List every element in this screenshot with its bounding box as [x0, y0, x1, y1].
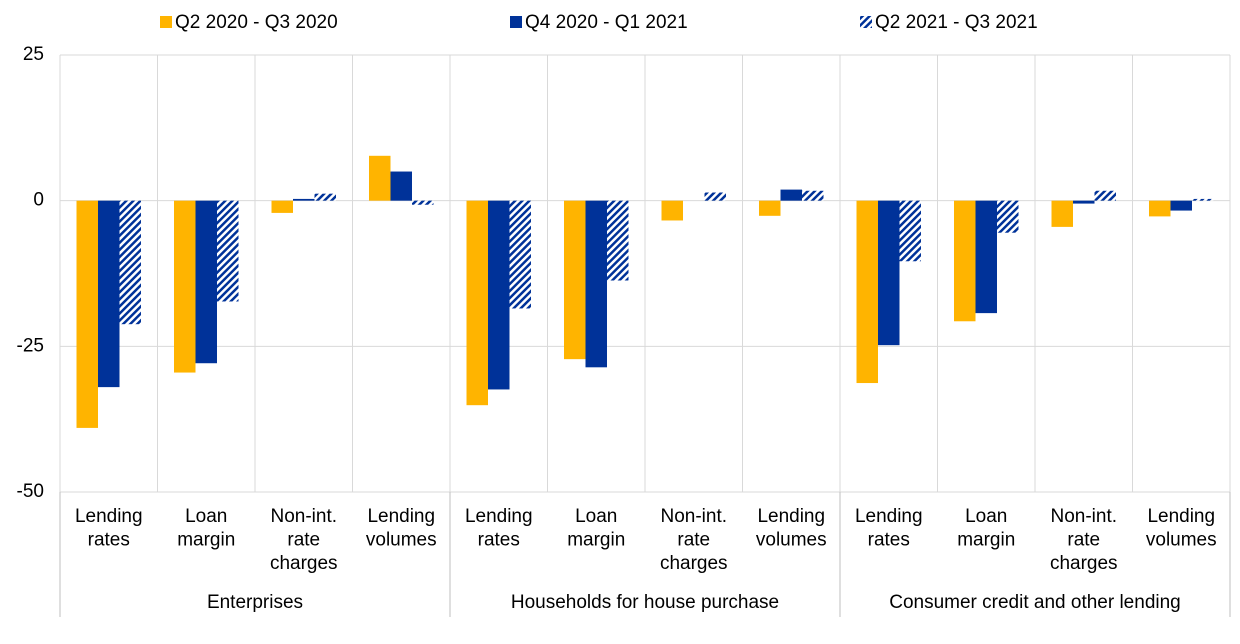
- bar: [954, 200, 976, 322]
- bar: [607, 200, 629, 281]
- y-tick-label: -50: [17, 481, 44, 502]
- y-tick-label: 0: [33, 190, 44, 211]
- bar: [759, 200, 781, 216]
- y-tick-label: -25: [17, 335, 44, 356]
- legend-label: Q4 2020 - Q1 2021: [525, 12, 688, 33]
- bar: [174, 200, 196, 373]
- bar: [488, 200, 510, 390]
- bar: [780, 189, 802, 201]
- bar: [975, 200, 997, 314]
- bar: [509, 200, 531, 309]
- bar: [369, 155, 391, 201]
- bar: [564, 200, 586, 360]
- bar: [1073, 200, 1095, 204]
- bar: [293, 198, 315, 201]
- bar: [997, 200, 1019, 233]
- x-tick-label: Lending rates: [855, 506, 923, 551]
- bar: [661, 200, 683, 221]
- bar: [856, 200, 878, 384]
- bar: [390, 171, 412, 201]
- bar: [585, 200, 607, 368]
- group-label: Consumer credit and other lending: [889, 592, 1181, 613]
- y-tick-label: 25: [23, 44, 44, 65]
- bar: [878, 200, 900, 346]
- x-tick-label: Non-int. rate charges: [1050, 506, 1118, 574]
- bar: [76, 200, 98, 428]
- legend-swatch: [860, 16, 872, 28]
- bar: [271, 200, 293, 213]
- x-tick-label: Loan margin: [177, 506, 235, 551]
- bar: [1094, 190, 1116, 201]
- bar: [899, 200, 921, 262]
- x-tick-label: Lending rates: [465, 506, 533, 551]
- x-tick-label: Non-int. rate charges: [660, 506, 728, 574]
- bar: [1149, 200, 1171, 217]
- bar: [98, 200, 120, 388]
- legend-label: Q2 2021 - Q3 2021: [875, 12, 1038, 33]
- x-tick-label: Loan margin: [957, 506, 1015, 551]
- group-label: Households for house purchase: [511, 592, 779, 613]
- bar: [412, 200, 434, 205]
- bar: [1192, 198, 1214, 201]
- x-tick-label: Lending volumes: [756, 506, 827, 551]
- legend-label: Q2 2020 - Q3 2020: [175, 12, 338, 33]
- legend-swatch: [160, 16, 172, 28]
- bar: [314, 193, 336, 201]
- x-tick-label: Non-int. rate charges: [270, 506, 338, 574]
- x-tick-label: Lending volumes: [366, 506, 437, 551]
- bar: [1170, 200, 1192, 211]
- bar: [466, 200, 488, 406]
- bar: [195, 200, 217, 364]
- bar: [802, 190, 824, 201]
- legend-swatch: [510, 16, 522, 28]
- bar: [1051, 200, 1073, 227]
- bar: [217, 200, 239, 302]
- bar: [119, 200, 141, 325]
- x-tick-label: Loan margin: [567, 506, 625, 551]
- group-label: Enterprises: [207, 592, 303, 613]
- bar: [704, 192, 726, 201]
- x-tick-label: Lending volumes: [1146, 506, 1217, 551]
- x-tick-label: Lending rates: [75, 506, 143, 551]
